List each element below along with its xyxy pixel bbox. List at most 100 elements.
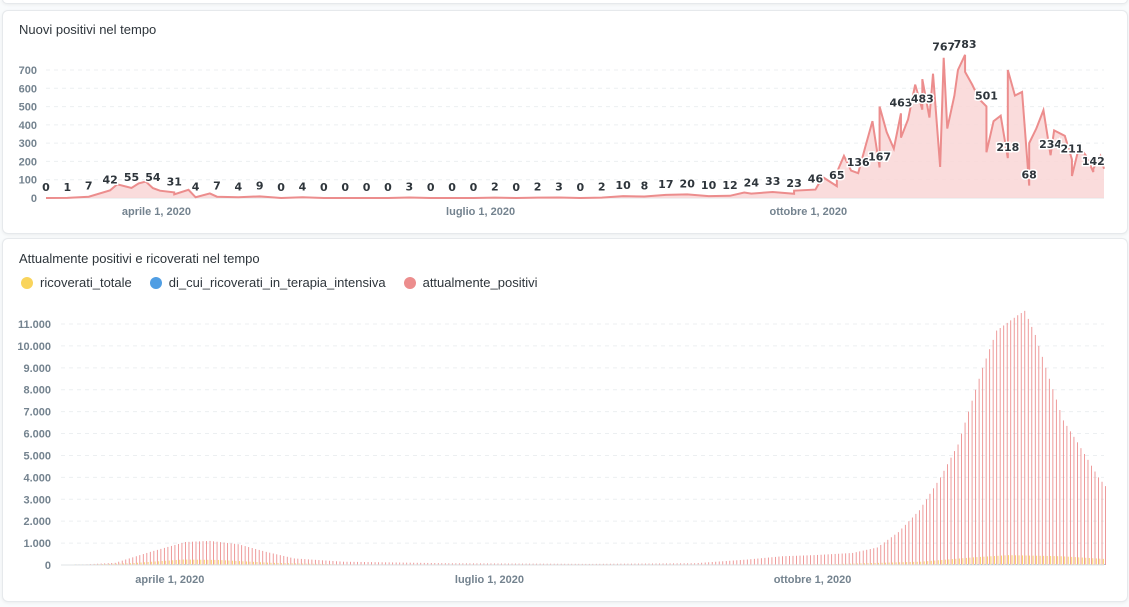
bar-di_cui_ricoverati_in_terapia_intensiva bbox=[988, 563, 989, 565]
bar-ricoverati_totale bbox=[221, 560, 223, 565]
data-label: 483 bbox=[911, 93, 934, 106]
bar-attualmente_positivi bbox=[1003, 325, 1005, 565]
bar-attualmente_positivi bbox=[1052, 389, 1054, 565]
bar-ricoverati_totale bbox=[298, 563, 300, 565]
bar-ricoverati_totale bbox=[1015, 555, 1016, 565]
bar-ricoverati_totale bbox=[850, 563, 851, 565]
x-tick-label: ottobre 1, 2020 bbox=[770, 206, 848, 218]
bar-attualmente_positivi bbox=[199, 541, 200, 565]
bar-ricoverati_totale bbox=[871, 563, 873, 565]
bar-attualmente_positivi bbox=[483, 563, 485, 565]
bar-attualmente_positivi bbox=[371, 562, 373, 565]
bar-attualmente_positivi bbox=[616, 563, 618, 565]
bar-attualmente_positivi bbox=[283, 555, 285, 565]
bar-ricoverati_totale bbox=[920, 561, 922, 565]
y-tick-label: 4.000 bbox=[23, 472, 51, 484]
bar-attualmente_positivi bbox=[160, 548, 162, 565]
bar-attualmente_positivi bbox=[511, 563, 513, 565]
bar-attualmente_positivi bbox=[567, 563, 569, 565]
bar-attualmente_positivi bbox=[1062, 420, 1064, 565]
bar-attualmente_positivi bbox=[978, 378, 980, 565]
bar-attualmente_positivi bbox=[100, 563, 102, 565]
bar-attualmente_positivi bbox=[999, 328, 1001, 565]
y-tick-label: 300 bbox=[19, 138, 37, 150]
bar-ricoverati_totale bbox=[1088, 557, 1090, 565]
bar-ricoverati_totale bbox=[151, 561, 153, 565]
bar-attualmente_positivi bbox=[135, 556, 137, 565]
data-label: 55 bbox=[124, 171, 139, 184]
bar-ricoverati_totale bbox=[881, 562, 883, 565]
bar-di_cui_ricoverati_in_terapia_intensiva bbox=[981, 563, 982, 565]
bar-attualmente_positivi bbox=[181, 542, 183, 565]
bar-attualmente_positivi bbox=[444, 563, 446, 565]
bar-attualmente_positivi bbox=[957, 444, 959, 565]
bar-attualmente_positivi bbox=[623, 563, 625, 565]
bar-ricoverati_totale bbox=[958, 558, 960, 565]
bar-attualmente_positivi bbox=[367, 562, 369, 565]
bar-ricoverati_totale bbox=[976, 557, 978, 565]
data-label: 10 bbox=[615, 179, 631, 192]
bar-attualmente_positivi bbox=[897, 532, 899, 565]
bar-di_cui_ricoverati_in_terapia_intensiva bbox=[1012, 563, 1014, 565]
bar-ricoverati_totale bbox=[955, 558, 957, 565]
bar-attualmente_positivi bbox=[300, 558, 302, 565]
bar-attualmente_positivi bbox=[848, 553, 850, 565]
bar-ricoverati_totale bbox=[1008, 555, 1009, 565]
bar-attualmente_positivi bbox=[564, 563, 566, 565]
bar-attualmente_positivi bbox=[581, 563, 583, 565]
bar-attualmente_positivi bbox=[704, 562, 706, 565]
data-label: 9 bbox=[256, 179, 264, 192]
bar-attualmente_positivi bbox=[602, 563, 604, 565]
bar-attualmente_positivi bbox=[258, 549, 260, 565]
bar-attualmente_positivi bbox=[328, 560, 330, 565]
bar-ricoverati_totale bbox=[291, 563, 293, 565]
bar-attualmente_positivi bbox=[1038, 345, 1040, 565]
bar-attualmente_positivi bbox=[360, 561, 362, 565]
bar-attualmente_positivi bbox=[578, 563, 580, 565]
bar-ricoverati_totale bbox=[1011, 555, 1013, 565]
bar-attualmente_positivi bbox=[595, 563, 597, 565]
bar-attualmente_positivi bbox=[669, 563, 671, 565]
bar-attualmente_positivi bbox=[841, 553, 843, 565]
legend-item-intensiva[interactable]: di_cui_ricoverati_in_terapia_intensiva bbox=[149, 275, 386, 290]
bar-attualmente_positivi bbox=[104, 563, 106, 565]
bar-attualmente_positivi bbox=[883, 542, 885, 565]
legend-item-ricoverati[interactable]: ricoverati_totale bbox=[21, 275, 132, 290]
bar-ricoverati_totale bbox=[860, 563, 862, 565]
bar-ricoverati_totale bbox=[934, 560, 936, 565]
y-tick-label: 7.000 bbox=[23, 407, 51, 419]
bar-ricoverati_totale bbox=[116, 563, 117, 565]
data-label: 68 bbox=[1022, 169, 1037, 182]
bar-attualmente_positivi bbox=[479, 563, 481, 565]
bar-attualmente_positivi bbox=[427, 562, 429, 565]
bar-attualmente_positivi bbox=[241, 545, 243, 565]
bar-attualmente_positivi bbox=[125, 559, 127, 565]
bar-ricoverati_totale bbox=[951, 559, 953, 565]
bar-attualmente_positivi bbox=[357, 561, 358, 565]
bar-attualmente_positivi bbox=[269, 552, 271, 565]
bar-ricoverati_totale bbox=[154, 561, 156, 565]
data-label: 0 bbox=[577, 181, 585, 194]
data-label: 501 bbox=[975, 89, 998, 102]
bar-attualmente_positivi bbox=[462, 563, 464, 565]
bar-attualmente_positivi bbox=[385, 562, 387, 565]
bar-attualmente_positivi bbox=[395, 562, 397, 565]
bar-attualmente_positivi bbox=[364, 562, 365, 565]
bar-ricoverati_totale bbox=[1064, 556, 1066, 565]
data-label: 0 bbox=[320, 181, 328, 194]
bar-attualmente_positivi bbox=[592, 563, 594, 565]
bar-ricoverati_totale bbox=[885, 562, 887, 565]
bar-ricoverati_totale bbox=[228, 560, 230, 565]
bar-attualmente_positivi bbox=[918, 510, 920, 565]
bar-attualmente_positivi bbox=[574, 563, 576, 565]
bar-ricoverati_totale bbox=[144, 562, 146, 565]
bar-di_cui_ricoverati_in_terapia_intensiva bbox=[998, 563, 1000, 565]
legend-item-positivi[interactable]: attualmente_positivi bbox=[403, 275, 538, 290]
bar-attualmente_positivi bbox=[1006, 322, 1008, 565]
bar-attualmente_positivi bbox=[1020, 313, 1022, 565]
bar-attualmente_positivi bbox=[472, 563, 474, 565]
bar-attualmente_positivi bbox=[139, 555, 141, 565]
bar-attualmente_positivi bbox=[796, 555, 797, 565]
data-label: 65 bbox=[829, 169, 844, 182]
bar-ricoverati_totale bbox=[126, 563, 128, 565]
